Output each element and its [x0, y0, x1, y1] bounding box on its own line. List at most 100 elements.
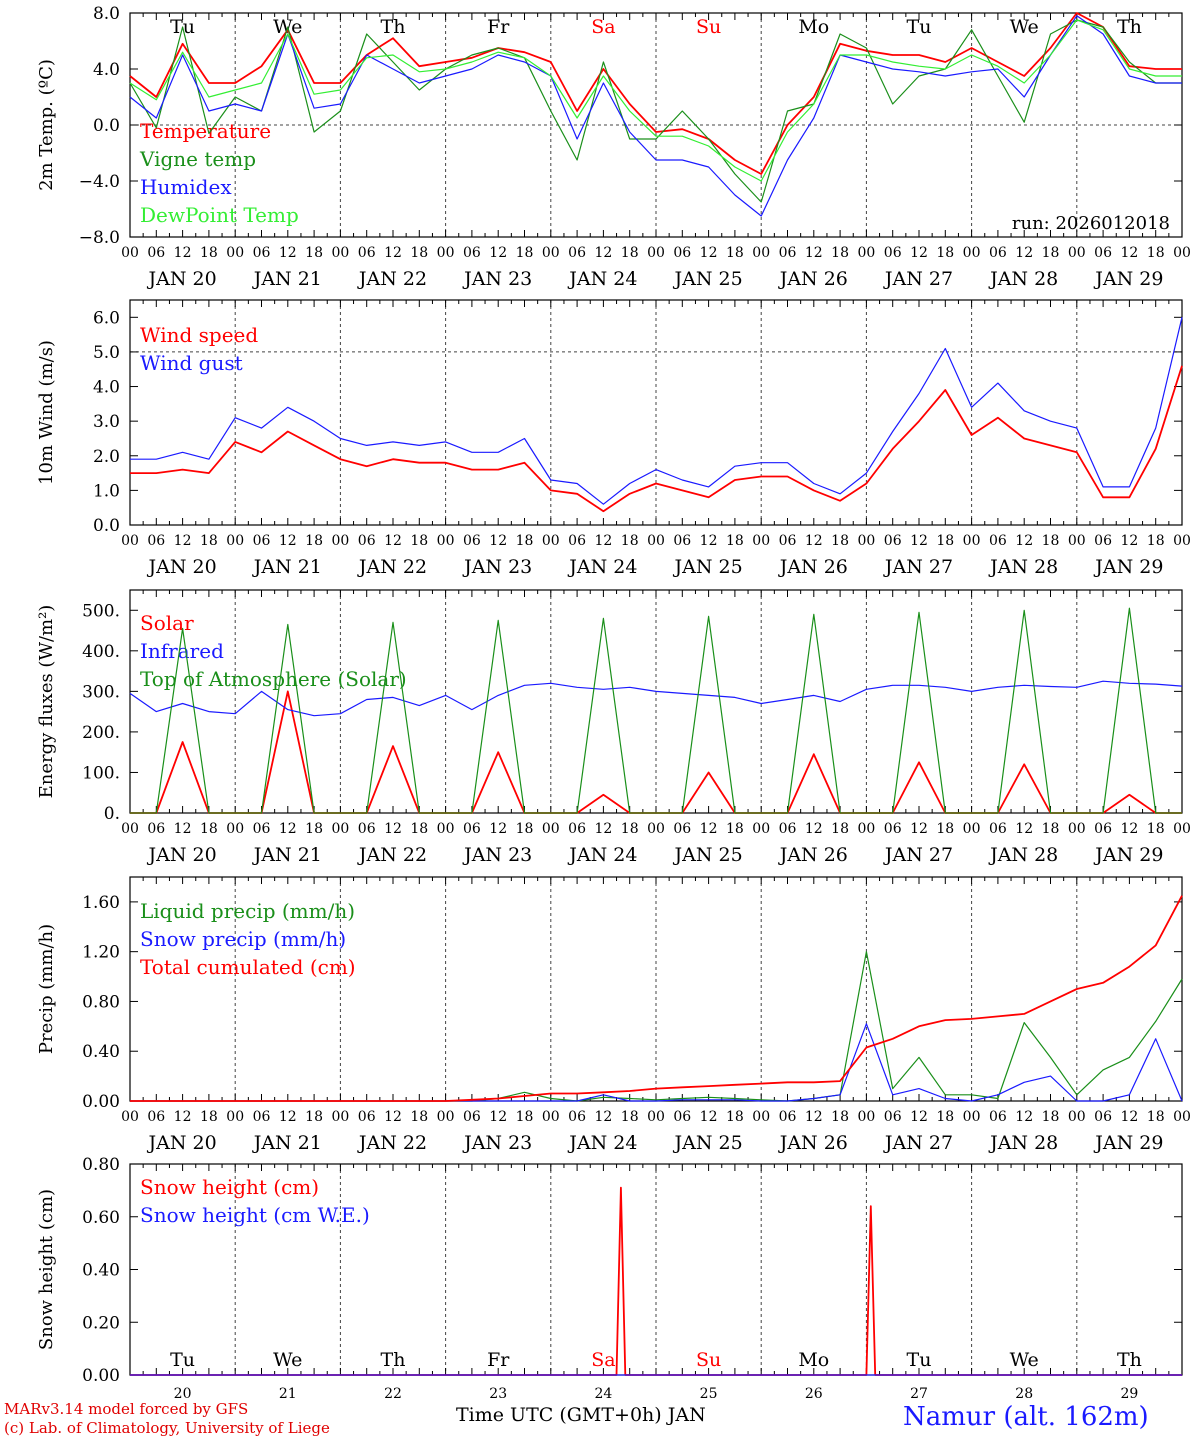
chart-snow: 0.00 0.20 0.40 0.60 0.80 Snow height (cm) 20 21…: [36, 1155, 1183, 1402]
hour-tick-label: 12: [594, 245, 612, 261]
hour-tick-label: 06: [673, 1109, 691, 1125]
date-label: JAN 22: [357, 268, 427, 290]
hour-tick-label: 06: [568, 821, 586, 837]
hour-tick-label: 18: [410, 821, 428, 837]
legend-entry: Temperature: [140, 119, 271, 143]
hour-tick-label: 18: [305, 1109, 323, 1125]
hour-tick-label: 06: [463, 1109, 481, 1125]
hour-tick-label: 18: [200, 821, 218, 837]
day-number-label: 20: [174, 1386, 192, 1402]
hour-tick-label: 06: [779, 1109, 797, 1125]
hour-tick-label: 00: [752, 1109, 770, 1125]
y-tick-label: 0.0: [93, 116, 120, 136]
legend-entry: Snow precip (mm/h): [140, 927, 346, 951]
hour-tick-label: 00: [542, 533, 560, 549]
day-number-label: 25: [700, 1386, 718, 1402]
hour-tick-label: 00: [647, 245, 665, 261]
hour-tick-label: 00: [437, 821, 455, 837]
hour-tick-label: 00: [437, 245, 455, 261]
hour-tick-label: 12: [594, 821, 612, 837]
hour-tick-label: 18: [831, 821, 849, 837]
day-number-label: 26: [805, 1386, 823, 1402]
hour-tick-label: 18: [1147, 245, 1165, 261]
hour-tick-label: 12: [279, 1109, 297, 1125]
hour-tick-label: 06: [779, 245, 797, 261]
y-tick-label: 8.0: [93, 4, 120, 24]
date-label: JAN 24: [567, 1132, 637, 1154]
hour-tick-label: 18: [621, 1109, 639, 1125]
plot-frame: [129, 589, 1183, 814]
hour-tick-label: 18: [621, 821, 639, 837]
y-tick-label: 2.0: [93, 447, 120, 467]
date-label: JAN 25: [673, 268, 743, 290]
hour-tick-label: 12: [279, 245, 297, 261]
y-tick-label: 0.: [104, 804, 120, 824]
y-tick-label: 0.80: [82, 992, 120, 1012]
hour-tick-label: 18: [1042, 245, 1060, 261]
date-label: JAN 23: [462, 1132, 532, 1154]
hour-tick-label: 12: [1120, 1109, 1138, 1125]
hour-tick-label: 06: [147, 1109, 165, 1125]
run-annotation: run: 2026012018: [1012, 213, 1170, 234]
date-label: JAN 29: [1093, 1132, 1163, 1154]
hour-tick-label: 00: [1068, 245, 1086, 261]
hour-tick-label: 18: [726, 533, 744, 549]
hour-tick-label: 12: [489, 533, 507, 549]
hour-tick-label: 18: [936, 821, 954, 837]
hour-tick-label: 12: [910, 821, 928, 837]
hour-tick-label: 18: [1042, 533, 1060, 549]
y-tick-label: 0.80: [82, 1155, 120, 1175]
hour-tick-label: 18: [936, 245, 954, 261]
hour-tick-label: 00: [857, 1109, 875, 1125]
hour-tick-label: 18: [1042, 821, 1060, 837]
legend-entry: DewPoint Temp: [140, 203, 299, 227]
hour-tick-label: 00: [647, 821, 665, 837]
hour-tick-label: 18: [726, 245, 744, 261]
hour-tick-label: 06: [463, 533, 481, 549]
hour-tick-label: 12: [805, 821, 823, 837]
hour-tick-label: 18: [831, 245, 849, 261]
hour-tick-label: 00: [226, 821, 244, 837]
date-label: JAN 29: [1093, 268, 1163, 290]
hour-tick-label: 18: [726, 821, 744, 837]
y-tick-label: 0.00: [82, 1092, 120, 1112]
y-tick-label: 0.40: [82, 1261, 120, 1281]
time-axis-label: Time UTC (GMT+0h) JAN: [456, 1404, 706, 1426]
series-line-top-of-atmosphere-solar: [130, 607, 1182, 814]
hour-tick-label: 18: [305, 245, 323, 261]
hour-tick-label: 12: [700, 821, 718, 837]
y-axis-label: Snow height (cm): [36, 1189, 57, 1350]
hour-tick-label: 00: [331, 533, 349, 549]
hour-tick-label: 00: [1068, 821, 1086, 837]
date-label: JAN 28: [988, 1132, 1058, 1154]
day-name-label: Tu: [907, 1349, 932, 1371]
y-tick-label: 0.40: [82, 1042, 120, 1062]
hour-tick-label: 00: [331, 245, 349, 261]
hour-tick-label: 06: [568, 1109, 586, 1125]
station-name: Namur (alt. 162m): [903, 1402, 1149, 1432]
day-name-label: Mo: [798, 1349, 829, 1371]
y-tick-label: 6.0: [93, 308, 120, 328]
date-label: JAN 22: [357, 556, 427, 578]
hour-tick-label: 12: [805, 533, 823, 549]
day-name-label: Fr: [487, 16, 510, 38]
hour-tick-label: 00: [752, 821, 770, 837]
y-tick-label: 100.: [82, 763, 120, 783]
hour-tick-label: 12: [174, 245, 192, 261]
hour-tick-label: 00: [1173, 821, 1191, 837]
y-axis-label: Energy fluxes (W/m²): [36, 605, 57, 799]
hour-tick-label: 06: [884, 1109, 902, 1125]
hour-tick-label: 12: [805, 1109, 823, 1125]
date-label: JAN 25: [673, 844, 743, 866]
legend-entry: Wind speed: [140, 323, 258, 347]
hour-tick-label: 00: [1068, 533, 1086, 549]
hour-tick-label: 00: [542, 1109, 560, 1125]
y-tick-label: 5.0: [93, 343, 120, 363]
hour-tick-label: 00: [437, 533, 455, 549]
hour-tick-label: 06: [147, 533, 165, 549]
hour-tick-label: 18: [936, 1109, 954, 1125]
hour-tick-label: 12: [384, 245, 402, 261]
hour-tick-label: 12: [1015, 1109, 1033, 1125]
day-name-label: Tu: [907, 16, 932, 38]
